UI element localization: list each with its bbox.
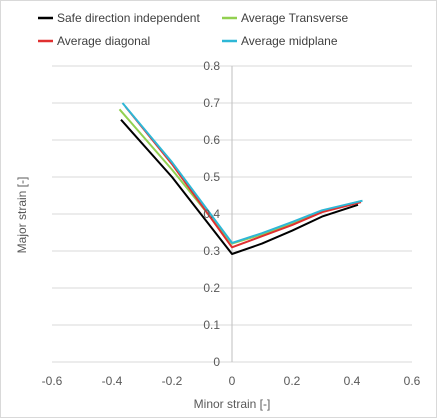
series-lines <box>118 102 363 255</box>
x-tick-label-3: 0 <box>229 374 236 388</box>
legend-item-3: Average midplane <box>222 34 338 48</box>
x-tick-label-0: -0.6 <box>42 374 63 388</box>
x-tick-labels: -0.6 -0.4 -0.2 0 0.2 0.4 0.6 <box>42 374 421 388</box>
y-tick-label-7: 0.7 <box>203 96 220 110</box>
x-tick-label-5: 0.4 <box>344 374 361 388</box>
legend-label-0: Safe direction independent <box>57 11 200 25</box>
y-tick-label-5: 0.5 <box>203 170 220 184</box>
legend-label-2: Average diagonal <box>57 34 150 48</box>
series-line-2 <box>124 106 362 249</box>
y-axis-title: Major strain [-] <box>15 177 29 254</box>
x-tick-label-6: 0.6 <box>404 374 421 388</box>
series-line-3 <box>121 102 363 244</box>
legend-item-1: Average Transverse <box>222 11 348 25</box>
legend-label-1: Average Transverse <box>241 11 348 25</box>
y-tick-label-4: 0.4 <box>203 207 220 221</box>
legend-item-0: Safe direction independent <box>38 11 200 25</box>
y-tick-label-8: 0.8 <box>203 59 220 73</box>
y-tick-labels: 0 0.1 0.2 0.3 0.4 0.5 0.6 0.7 0.8 <box>203 59 220 369</box>
y-tick-label-0: 0 <box>213 355 220 369</box>
series-line-0 <box>120 119 359 255</box>
y-tick-label-2: 0.2 <box>203 281 220 295</box>
x-axis-title: Minor strain [-] <box>194 397 271 411</box>
legend-label-3: Average midplane <box>241 34 338 48</box>
x-tick-label-1: -0.4 <box>102 374 123 388</box>
series-line-1 <box>118 108 362 245</box>
x-tick-label-4: 0.2 <box>284 374 301 388</box>
legend-item-2: Average diagonal <box>38 34 150 48</box>
y-tick-label-3: 0.3 <box>203 244 220 258</box>
y-tick-label-1: 0.1 <box>203 318 220 332</box>
y-tick-label-6: 0.6 <box>203 133 220 147</box>
x-tick-label-2: -0.2 <box>162 374 183 388</box>
legend: Safe direction independent Average Trans… <box>38 11 348 48</box>
gridlines <box>52 65 412 363</box>
